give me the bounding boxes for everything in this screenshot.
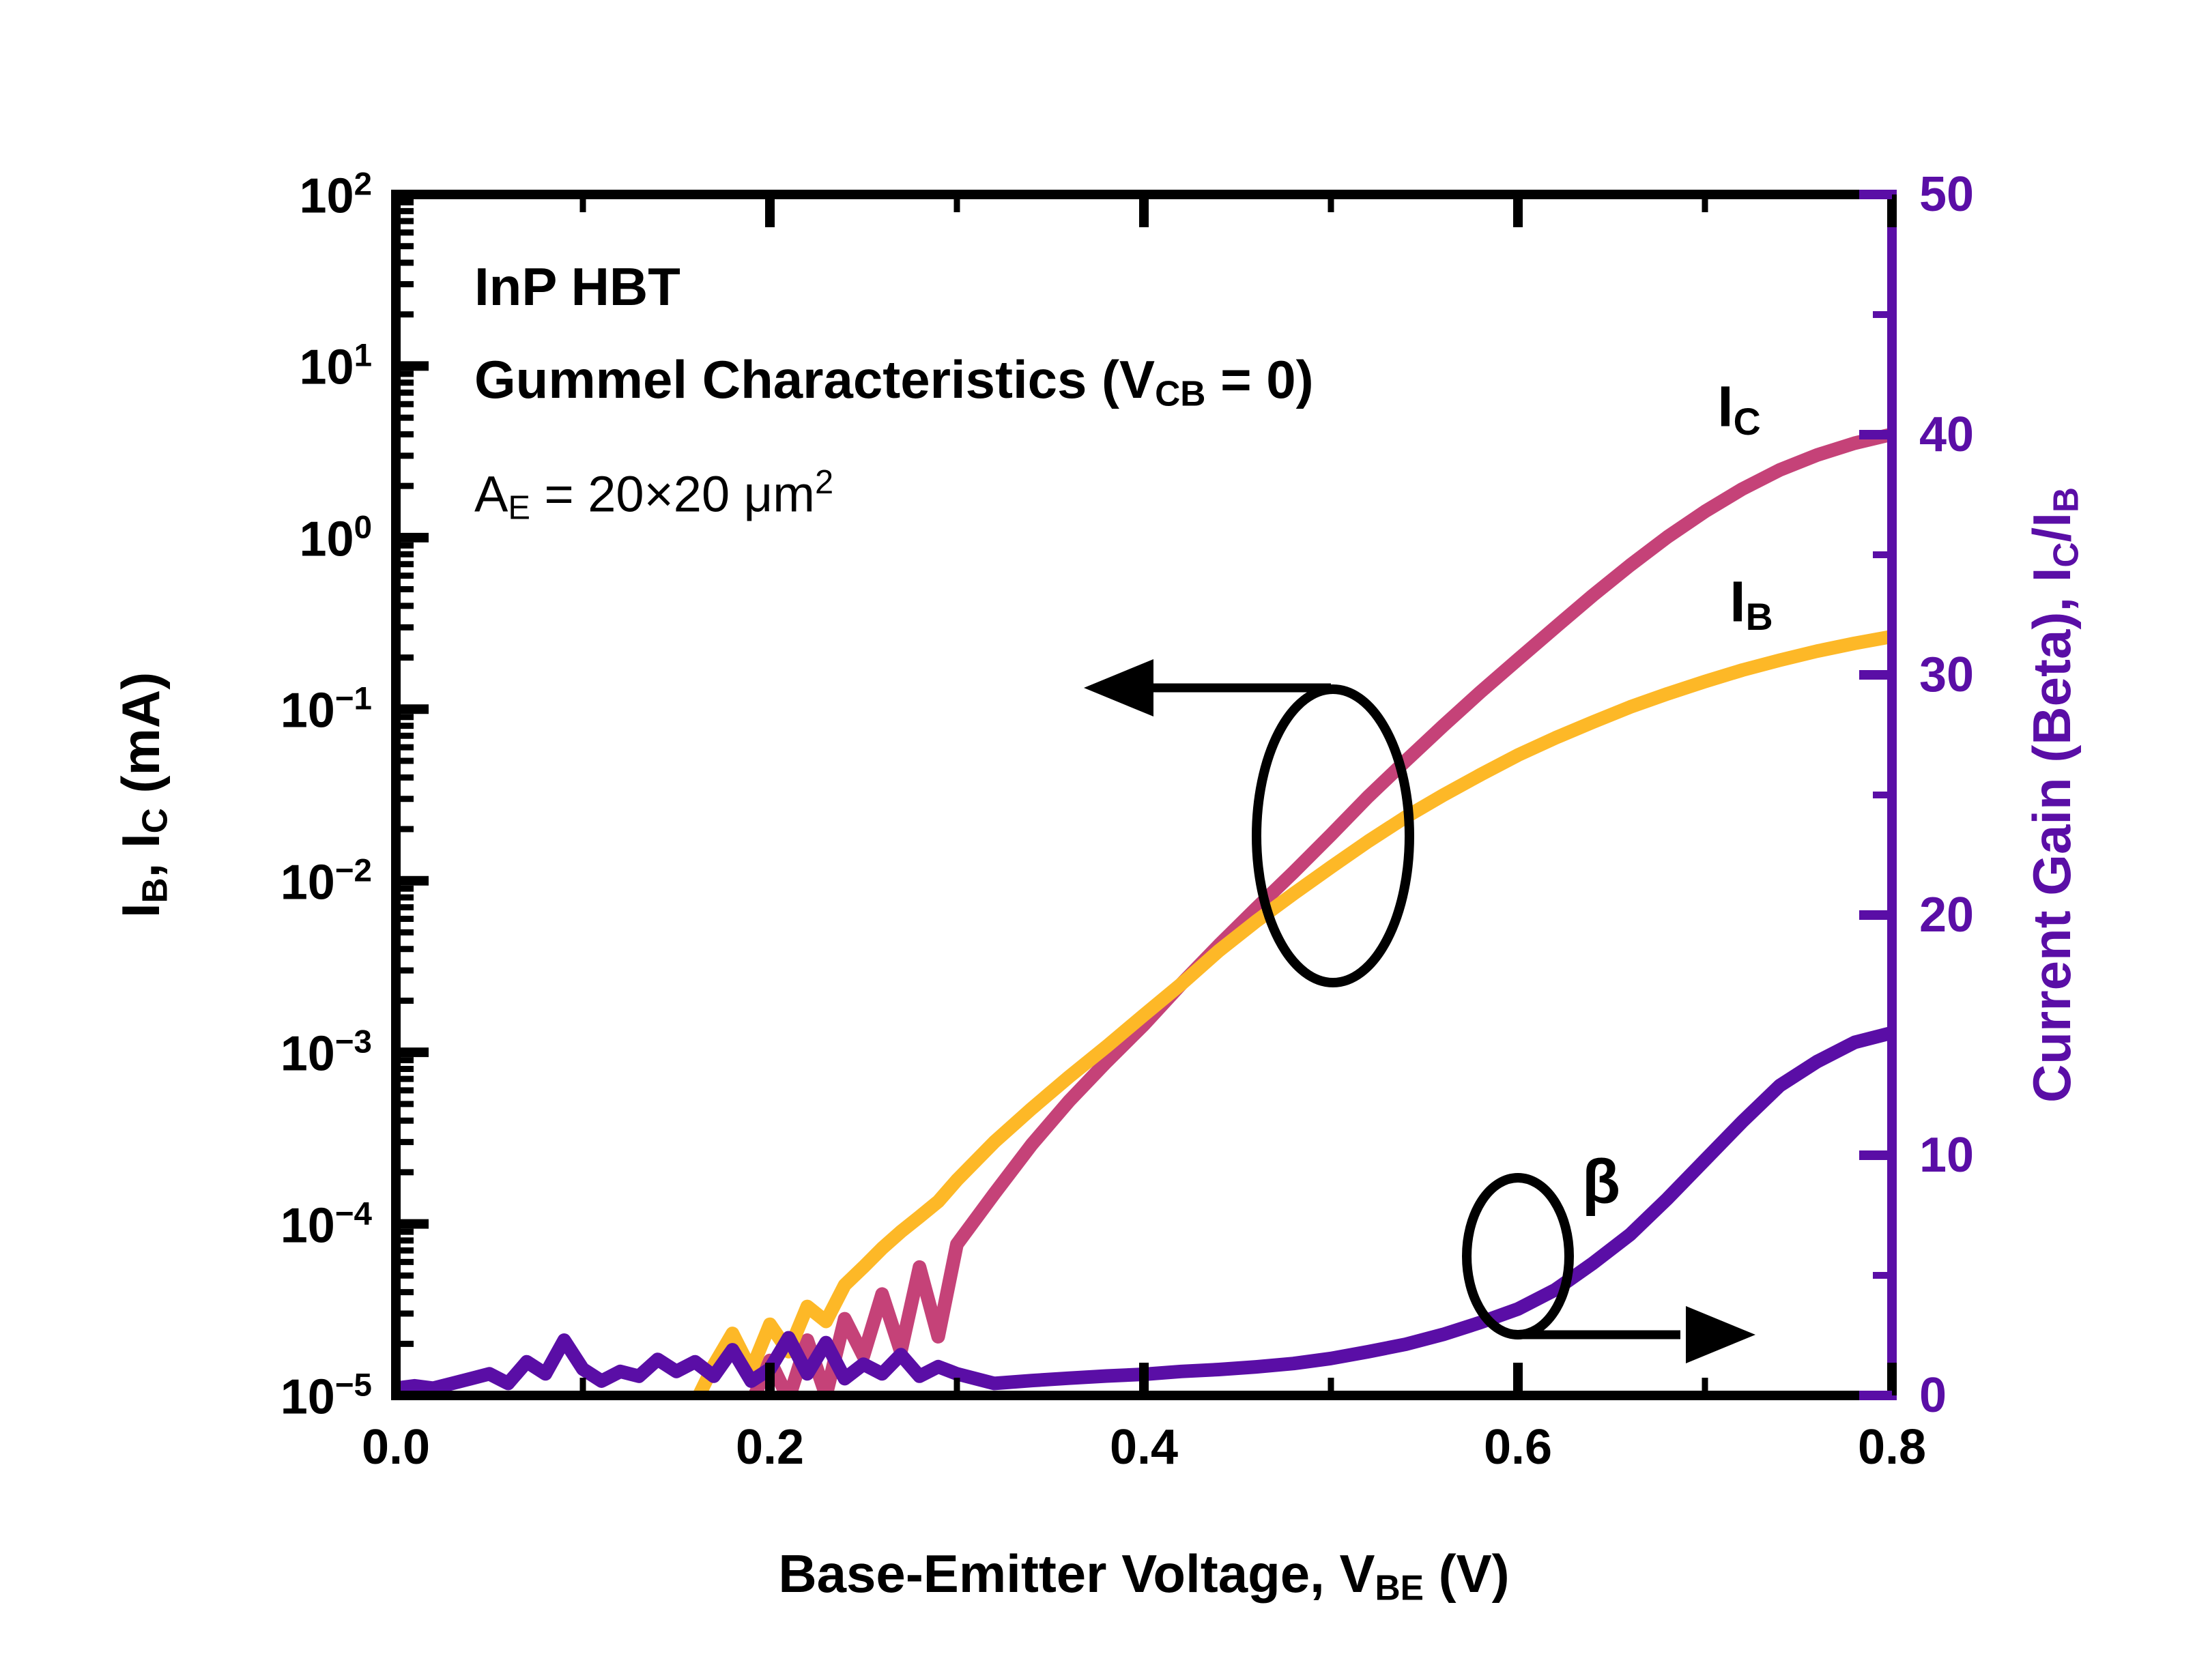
y-left-tick-label: 10−3 (280, 1024, 372, 1082)
x-tick-label: 0.0 (361, 1420, 431, 1475)
x-tick-label: 0.8 (1857, 1420, 1927, 1475)
x-tick-label: 0.4 (1109, 1420, 1179, 1475)
y-left-tick-label: 10−2 (280, 852, 372, 910)
y-left-tick-label: 10−1 (280, 680, 372, 738)
ic-ib-ellipse-arrow (1084, 659, 1414, 987)
annotation-characteristics: Gummel Characteristics (VCB = 0) (474, 349, 1314, 414)
right-axis-title: Current Gain (Beta), IC/IB (2022, 487, 2086, 1103)
ic-curve (747, 427, 1892, 1395)
y-right-tick-label: 10 (1919, 1128, 1975, 1183)
ib-curve (691, 629, 1892, 1395)
beta-ellipse-arrow (1462, 1173, 1755, 1363)
y-right-tick-label: 40 (1919, 407, 1975, 462)
x-axis-title: Base-Emitter Voltage, VBE (V) (778, 1544, 1510, 1608)
left-axis-title: IB, IC (mA) (111, 671, 175, 918)
ic-curve-label: IC (1717, 374, 1761, 443)
x-tick-label: 0.6 (1483, 1420, 1553, 1475)
y-left-tick-label: 10−4 (280, 1196, 372, 1254)
ib-curve-label: IB (1730, 569, 1773, 638)
beta-curve (396, 1026, 1892, 1395)
y-right-tick-label: 50 (1919, 167, 1975, 222)
y-right-tick-label: 0 (1919, 1368, 1947, 1423)
y-left-tick-label: 102 (299, 166, 372, 224)
annotation-device: InP HBT (474, 257, 680, 317)
y-left-tick-label: 101 (299, 337, 372, 395)
y-left-tick-label: 100 (299, 509, 372, 567)
x-tick-label: 0.2 (735, 1420, 805, 1475)
beta-curve-label: β (1581, 1147, 1621, 1217)
y-right-tick-label: 30 (1919, 648, 1975, 702)
y-right-tick-label: 20 (1919, 888, 1975, 942)
y-left-tick-label: 10−5 (280, 1367, 372, 1425)
annotation-emitter-area: AE = 20×20 μm2 (474, 463, 834, 527)
